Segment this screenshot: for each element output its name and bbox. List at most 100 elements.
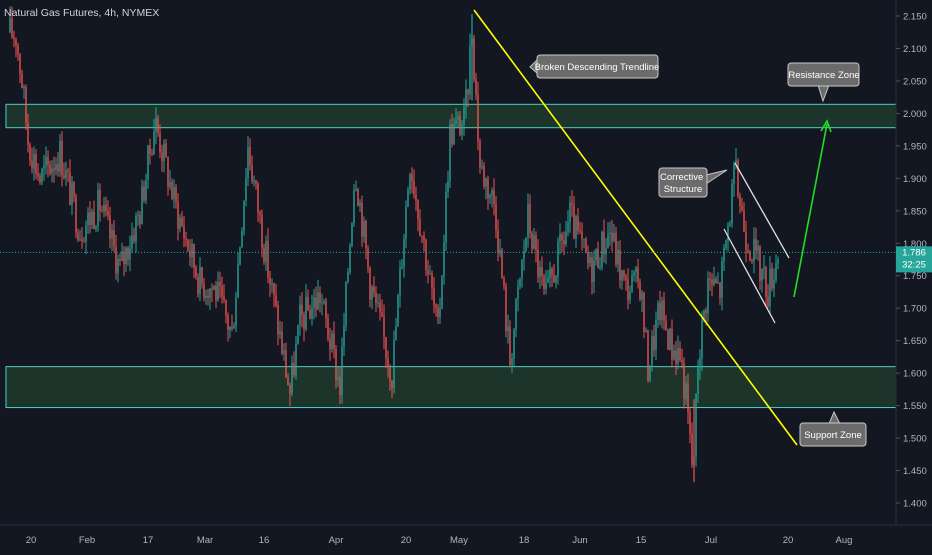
candle-body	[193, 243, 195, 268]
corrective-callout[interactable]: Corrective Structure	[658, 167, 728, 198]
candle-body	[597, 248, 599, 268]
candle-body	[411, 174, 413, 181]
candle-body	[223, 296, 225, 300]
candle-body	[217, 282, 219, 301]
candle-body	[49, 164, 51, 174]
candle-body	[651, 336, 653, 366]
candle-body	[689, 411, 691, 434]
candle-body	[373, 286, 375, 293]
candle-body	[195, 267, 197, 278]
candle-body	[61, 140, 63, 176]
candle-body	[561, 234, 563, 241]
candle-body	[505, 286, 507, 332]
candle-body	[389, 366, 391, 382]
candle-body	[121, 251, 123, 261]
candle-body	[269, 277, 271, 285]
candle-body	[653, 336, 655, 350]
candle-body	[87, 212, 89, 226]
candle-body	[91, 211, 93, 225]
candle-body	[175, 186, 177, 202]
candle-body	[273, 283, 275, 296]
candle-body	[611, 232, 613, 242]
candle-body	[143, 186, 145, 201]
candle-body	[397, 295, 399, 327]
price-axis-tick-label: 2.150	[903, 12, 927, 23]
candle-body	[773, 279, 775, 289]
candle-body	[365, 221, 367, 249]
price-axis-tick-label: 1.600	[903, 369, 927, 380]
time-axis-tick-label: Feb	[79, 535, 95, 546]
candle-body	[311, 307, 313, 319]
candle-body	[243, 200, 245, 231]
candle-body	[469, 46, 471, 95]
candle-body	[199, 266, 201, 294]
candle-body	[595, 248, 597, 261]
candle-body	[627, 279, 629, 301]
candle-body	[235, 297, 237, 326]
candle-body	[109, 215, 111, 239]
candle-body	[429, 273, 431, 275]
candle-body	[633, 272, 635, 276]
candle-body	[197, 277, 199, 294]
price-axis[interactable]: 2.150 2.100 2.050 2.000 1.950 1.900 1.850 1.800…	[896, 12, 927, 510]
candle-body	[755, 238, 757, 251]
candle-body	[13, 37, 15, 40]
resistance-callout-text: Resistance Zone	[788, 70, 859, 81]
candle-body	[135, 215, 137, 242]
candle-body	[163, 143, 165, 161]
candle-body	[179, 217, 181, 229]
candle-body	[313, 297, 315, 308]
candle-body	[587, 251, 589, 263]
candle-body	[439, 308, 441, 318]
candle-body	[341, 346, 343, 396]
time-axis-tick-label: 18	[519, 535, 530, 546]
candle-body	[723, 247, 725, 262]
support-callout[interactable]: Support Zone	[799, 410, 867, 447]
candle-body	[665, 320, 667, 331]
time-axis-tick-label: 15	[636, 535, 647, 546]
candle-body	[203, 283, 205, 299]
candle-body	[283, 350, 285, 354]
candle-body	[181, 217, 183, 226]
candle-body	[291, 363, 293, 394]
candle-body	[553, 275, 555, 283]
candle-body	[551, 268, 553, 276]
candle-body	[709, 278, 711, 280]
candle-body	[229, 327, 231, 330]
candle-body	[359, 202, 361, 206]
candle-body	[23, 86, 25, 89]
candle-body	[69, 172, 71, 205]
candle-body	[213, 285, 215, 290]
trendline-callout[interactable]: Broken Descending Trendline	[529, 54, 659, 79]
candle-body	[343, 325, 345, 347]
candle-body	[679, 347, 681, 361]
candle-body	[493, 190, 495, 205]
resistance-callout[interactable]: Resistance Zone	[787, 62, 860, 103]
candle-body	[603, 231, 605, 255]
candle-body	[165, 143, 167, 158]
candle-body	[347, 272, 349, 283]
candle-body	[541, 267, 543, 277]
candle-body	[621, 270, 623, 281]
time-axis[interactable]: 20 Feb 17 Mar 16 Apr 20 May 18 Jun 15 Jul 20 Aug	[26, 535, 853, 546]
candle-body	[435, 305, 437, 308]
candle-body	[71, 182, 73, 205]
candle-body	[27, 122, 29, 145]
candle-body	[691, 433, 693, 466]
candle-body	[619, 249, 621, 281]
price-axis-tick-label: 2.050	[903, 76, 927, 87]
candle-body	[47, 157, 49, 165]
candle-body	[711, 279, 713, 285]
candle-body	[477, 94, 479, 141]
candle-body	[491, 190, 493, 196]
candle-body	[167, 157, 169, 187]
candle-body	[133, 235, 135, 242]
candle-body	[267, 240, 269, 278]
candle-body	[383, 316, 385, 337]
candle-body	[189, 250, 191, 258]
price-axis-tick-label: 1.500	[903, 434, 927, 445]
candle-body	[117, 259, 119, 274]
candle-body	[465, 89, 467, 107]
candle-body	[393, 340, 395, 388]
